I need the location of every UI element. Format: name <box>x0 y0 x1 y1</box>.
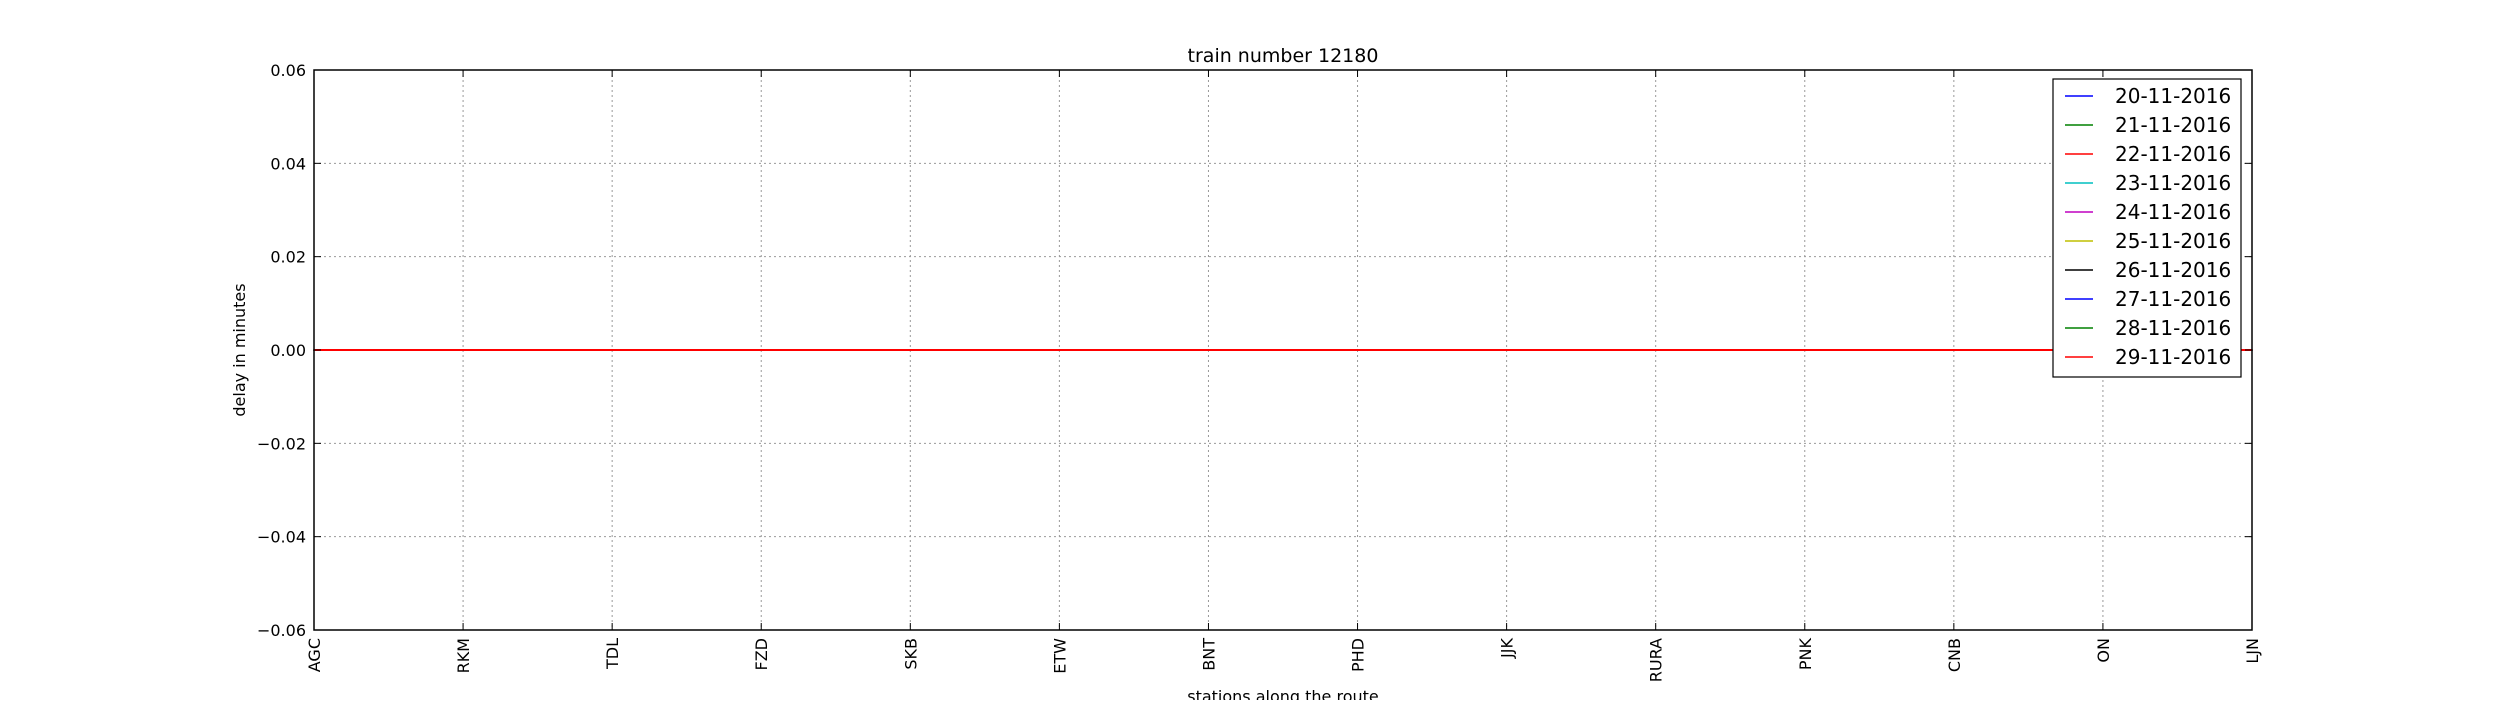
data-point <box>1803 349 1806 351</box>
legend-label: 23-11-2016 <box>2115 171 2231 195</box>
legend-label: 27-11-2016 <box>2115 287 2231 311</box>
x-axis-label: stations along the route <box>1187 687 1379 700</box>
legend-label: 28-11-2016 <box>2115 316 2231 340</box>
x-tick-label: FZD <box>752 638 771 670</box>
series-layer <box>313 349 2253 351</box>
legend-label: 25-11-2016 <box>2115 229 2231 253</box>
x-tick-label: CNB <box>1945 638 1964 672</box>
data-point <box>1505 349 1508 351</box>
data-point <box>909 349 912 351</box>
data-point <box>1356 349 1359 351</box>
x-tick-label: AGC <box>305 638 324 672</box>
y-tick-label: −0.06 <box>257 621 306 640</box>
x-tick-label: LJN <box>2243 638 2262 664</box>
y-tick-label: −0.04 <box>257 528 306 547</box>
legend: 20-11-2016 21-11-2016 22-11-2016 23-11-2016… <box>2052 78 2242 378</box>
chart-title: train number 12180 <box>1188 45 1379 67</box>
legend-label: 21-11-2016 <box>2115 113 2231 137</box>
data-point <box>462 349 464 351</box>
legend-label: 26-11-2016 <box>2115 258 2231 282</box>
data-point <box>1207 349 1210 351</box>
tick-layer: AGC RKM TDL FZD SKB ETW BNT PHD JJK RURA PNK CNB ON L… <box>257 61 2262 682</box>
y-axis-label: delay in minutes <box>230 283 249 416</box>
x-tick-label: SKB <box>901 638 920 670</box>
data-point <box>760 349 763 351</box>
data-point <box>1654 349 1657 351</box>
legend-label: 29-11-2016 <box>2115 345 2231 369</box>
y-tick-label: 0.02 <box>270 248 306 267</box>
x-tick-label: TDL <box>603 638 622 670</box>
y-tick-label: 0.00 <box>270 341 306 360</box>
data-point <box>1058 349 1061 351</box>
legend-label: 24-11-2016 <box>2115 200 2231 224</box>
x-tick-label: JJK <box>1498 638 1517 659</box>
data-point <box>1953 349 1955 351</box>
y-tick-label: 0.06 <box>270 61 306 80</box>
x-tick-label: ON <box>2094 638 2113 663</box>
legend-label: 22-11-2016 <box>2115 142 2231 166</box>
data-point <box>611 349 613 351</box>
x-tick-label: PHD <box>1349 638 1368 672</box>
legend-label: 20-11-2016 <box>2115 84 2231 108</box>
x-tick-label: PNK <box>1796 637 1815 670</box>
x-tick-label: BNT <box>1199 638 1218 671</box>
x-tick-label: ETW <box>1050 638 1069 674</box>
y-tick-label: 0.04 <box>270 154 306 173</box>
y-tick-label: −0.02 <box>257 434 306 453</box>
x-tick-label: RKM <box>454 638 473 673</box>
x-tick-label: RURA <box>1647 638 1666 682</box>
